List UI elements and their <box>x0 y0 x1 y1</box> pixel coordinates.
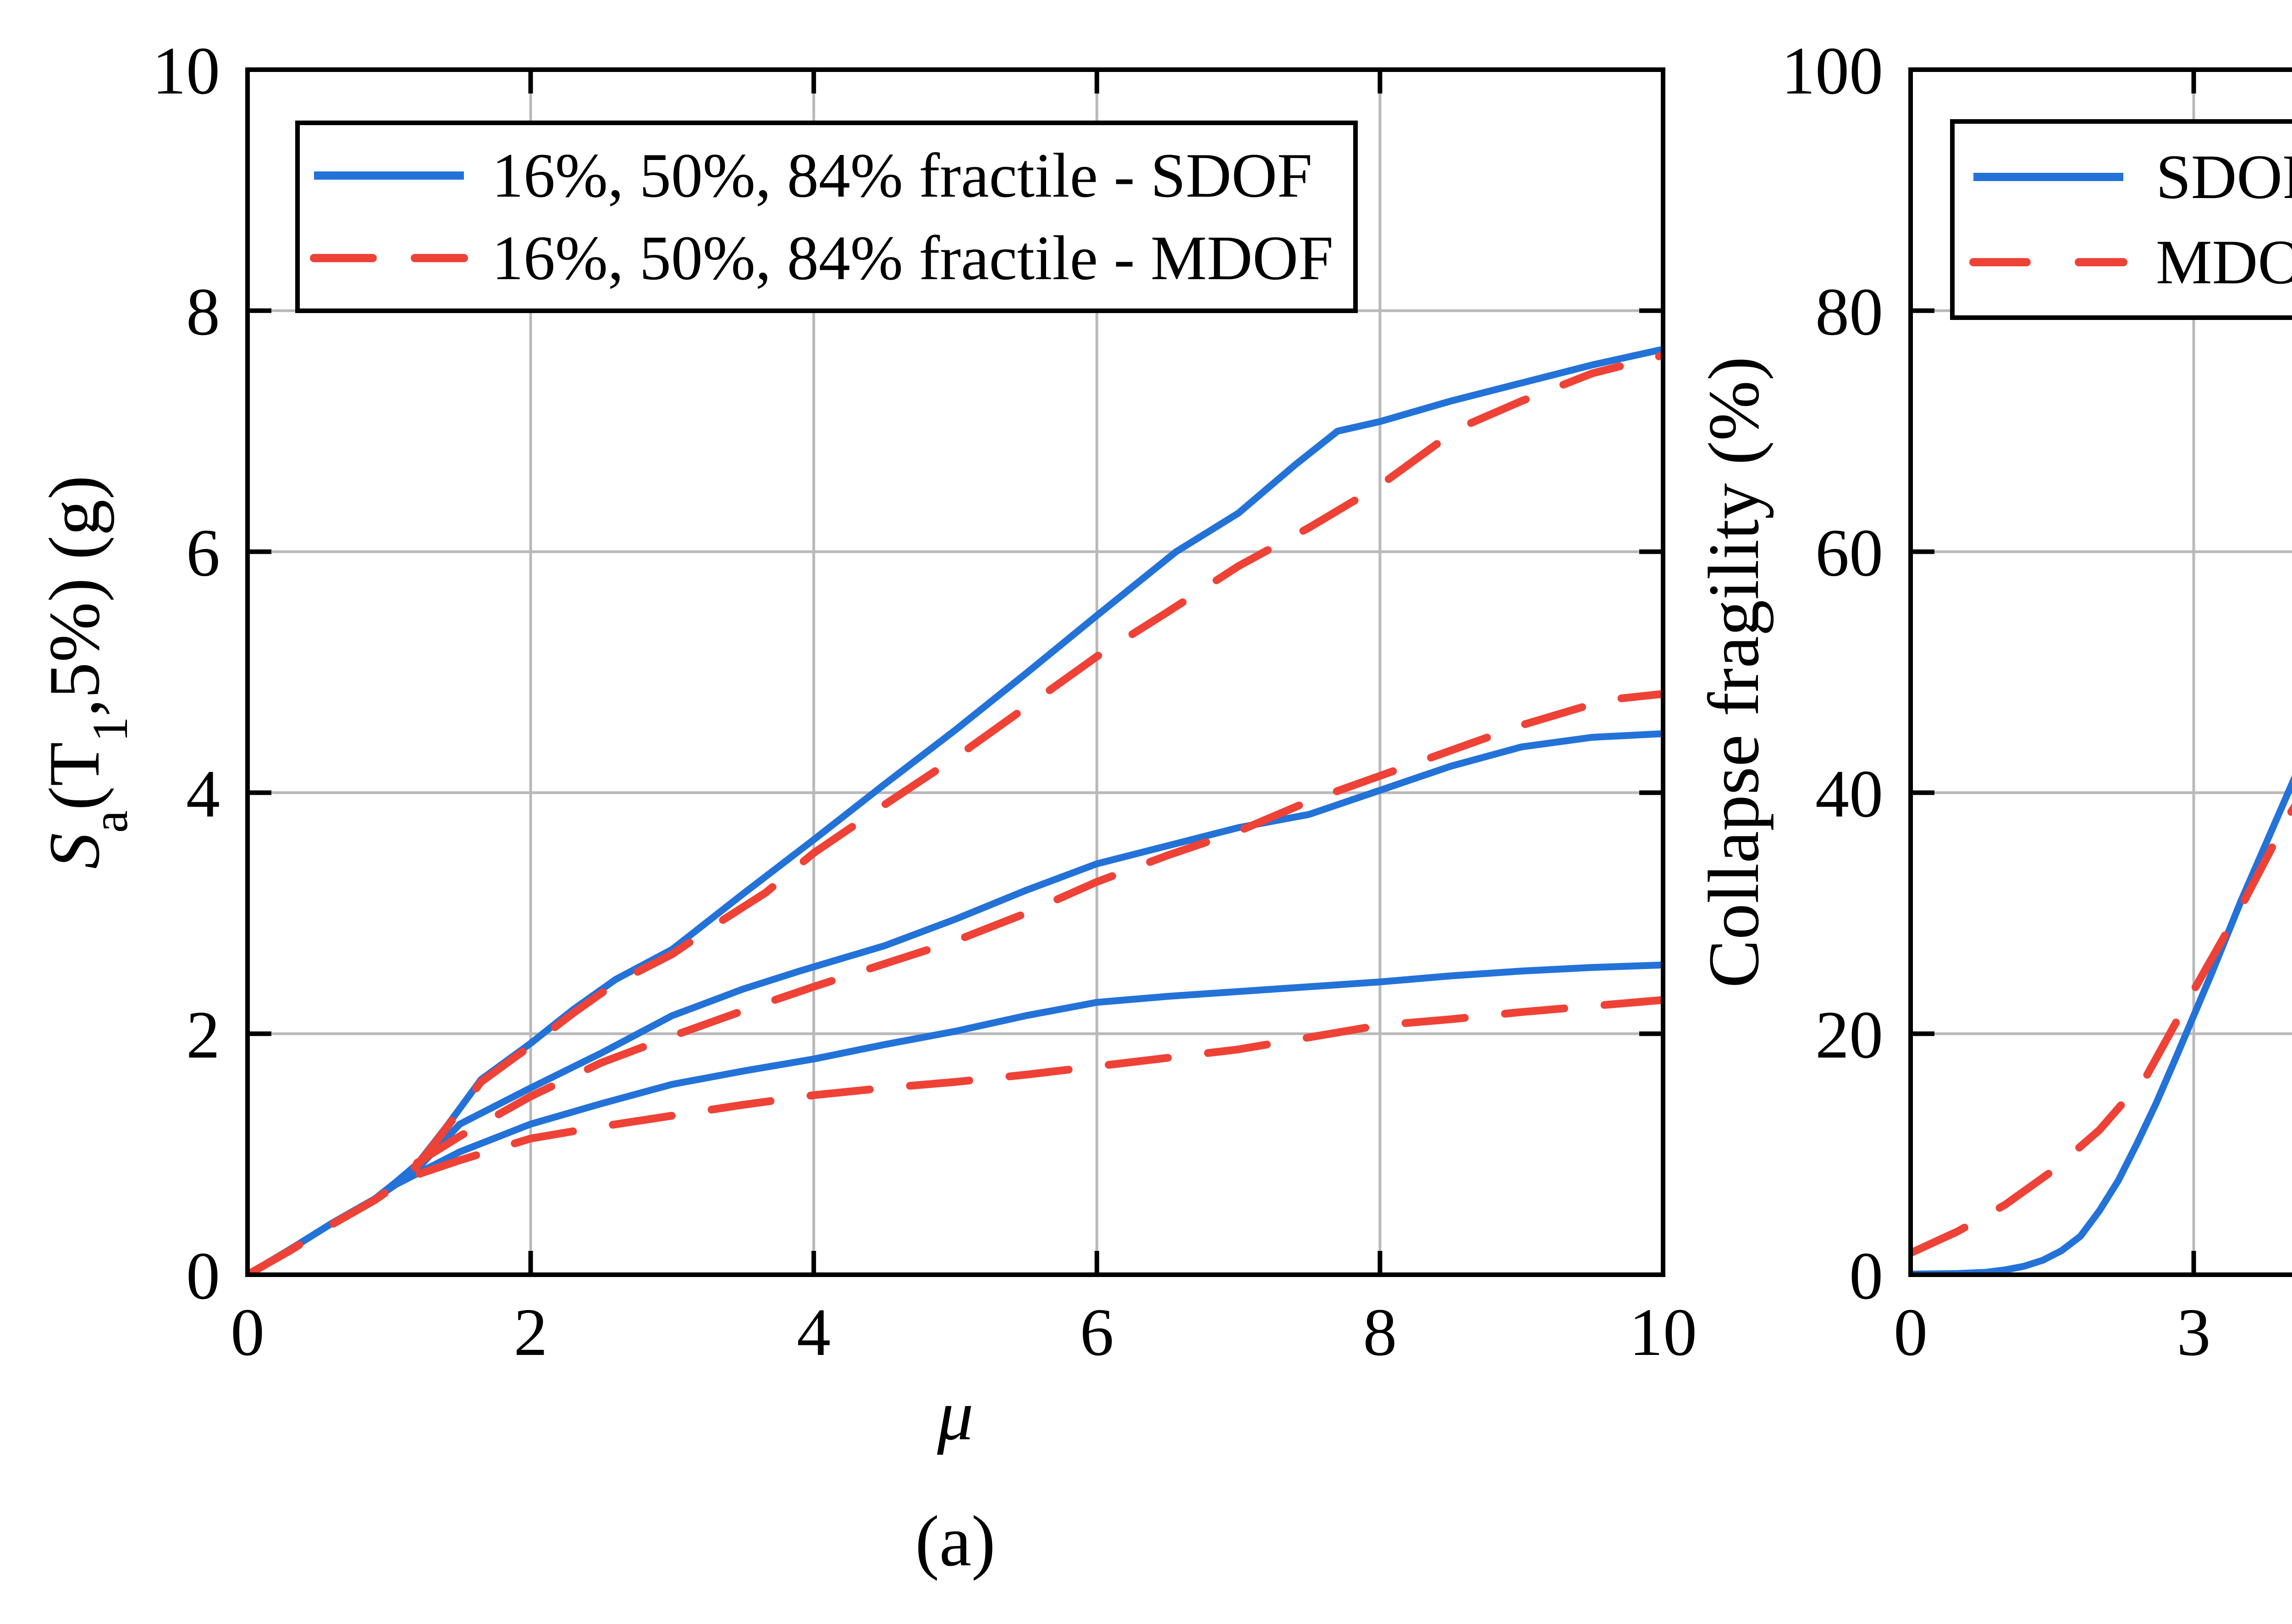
xtick-label-0: 0 <box>231 1295 264 1370</box>
fragility-legend-item-sdof: SDOF <box>1955 145 2292 209</box>
xtick-label-8: 8 <box>1363 1295 1397 1370</box>
sdof-solid-line-swatch <box>314 171 464 180</box>
fragility-legend-label-mdof: MDOF <box>2156 226 2292 297</box>
ytick-label-6: 6 <box>186 516 220 591</box>
xtick-label-6: 6 <box>1080 1295 1114 1370</box>
mdof-dashed-line-swatch <box>1969 258 2127 266</box>
ida-legend: 16%, 50%, 84% fractile - SDOF 16%, 50%, … <box>295 121 1358 313</box>
fragility-ylabel: Collapse fragility (%) <box>1694 357 1774 988</box>
ida-axes <box>245 67 1665 1277</box>
fragility-tick-labels: 03691215020406080100 <box>1781 33 2211 1370</box>
series-mdof <box>1911 803 2292 1257</box>
series-16-fractile-mdof <box>248 996 1663 1275</box>
ytick-label-20: 20 <box>1815 997 1883 1073</box>
ytick-label-40: 40 <box>1815 756 1883 831</box>
fragility-axes <box>1908 67 2292 1277</box>
sdof-solid-line-swatch <box>1973 173 2123 182</box>
ytick-label-4: 4 <box>186 756 220 831</box>
ida-tick-labels: 0 2 4 6 8 10 0 2 4 6 8 10 <box>152 33 1697 1370</box>
series-50-fractile-mdof <box>248 690 1663 1275</box>
fragility-legend: SDOF MDOF <box>1950 119 2292 320</box>
ytick-label-10: 10 <box>152 33 220 109</box>
ida-legend-item-mdof: 16%, 50%, 84% fractile - MDOF <box>300 226 1353 290</box>
ytick-label-80: 80 <box>1815 275 1883 350</box>
ida-legend-label-sdof: 16%, 50%, 84% fractile - SDOF <box>492 140 1312 211</box>
ytick-label-100: 100 <box>1781 33 1883 109</box>
xtick-label-4: 4 <box>797 1295 831 1370</box>
plot-box <box>245 67 1665 1277</box>
fragility-legend-item-mdof: MDOF <box>1955 226 2292 297</box>
series-16-fractile-sdof <box>248 961 1663 1275</box>
plot-box <box>1908 67 2292 1277</box>
mdof-dashed-line-swatch <box>310 253 468 262</box>
xtick-label-2: 2 <box>514 1295 548 1370</box>
series-sdof <box>1911 775 2292 1275</box>
xtick-label-10: 10 <box>1629 1295 1697 1370</box>
subfigure-caption-a: (a) <box>915 1501 996 1581</box>
ytick-label-60: 60 <box>1815 516 1883 591</box>
ida-series <box>248 346 1663 1275</box>
ida-xlabel: μ <box>937 1375 973 1455</box>
xtick-label-3: 3 <box>2177 1295 2211 1370</box>
ida-ylabel: Sa(T1,5%) (g) <box>34 475 138 869</box>
fragility-legend-label-sdof: SDOF <box>2156 142 2292 212</box>
ytick-label-8: 8 <box>186 275 220 350</box>
xtick-label-0: 0 <box>1894 1295 1928 1370</box>
fragility-series <box>1911 775 2292 1275</box>
ytick-label-2: 2 <box>186 997 220 1073</box>
ytick-label-0: 0 <box>1849 1239 1883 1314</box>
ytick-label-0: 0 <box>186 1239 220 1314</box>
ida-legend-label-mdof: 16%, 50%, 84% fractile - MDOF <box>492 222 1333 293</box>
ida-legend-item-sdof: 16%, 50%, 84% fractile - SDOF <box>300 144 1353 207</box>
